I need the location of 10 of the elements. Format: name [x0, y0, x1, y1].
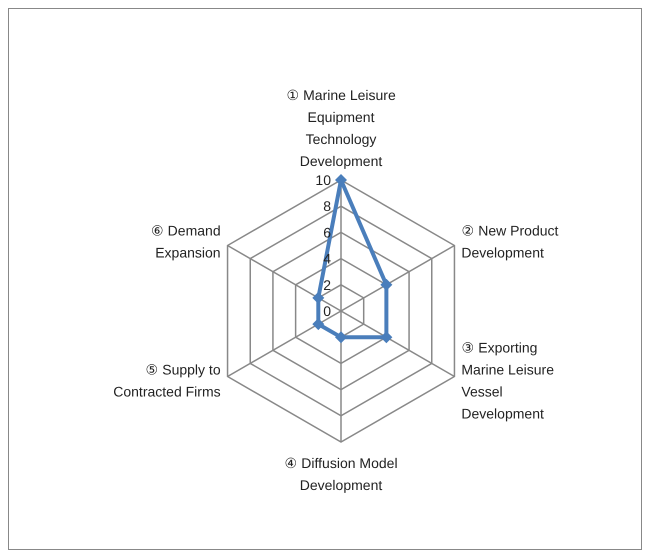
spoke-label: ⑥ Demand Expansion: [150, 222, 221, 260]
spoke-label: ③ Exporting Marine Leisure Vessel Development: [461, 340, 554, 422]
y-tick-label: 8: [323, 198, 332, 214]
y-tick-label: 2: [323, 276, 332, 293]
spoke-label: ④ Diffusion Model Development: [284, 455, 398, 493]
spoke-label: ① Marine Leisure Equipment Technology Development: [286, 87, 396, 169]
y-tick-label: 0: [323, 303, 332, 319]
y-tick-label: 10: [315, 172, 332, 188]
spoke-label: ② New Product Development: [461, 222, 559, 260]
spoke-label: ⑤ Supply to Contracted Firms: [113, 362, 221, 400]
